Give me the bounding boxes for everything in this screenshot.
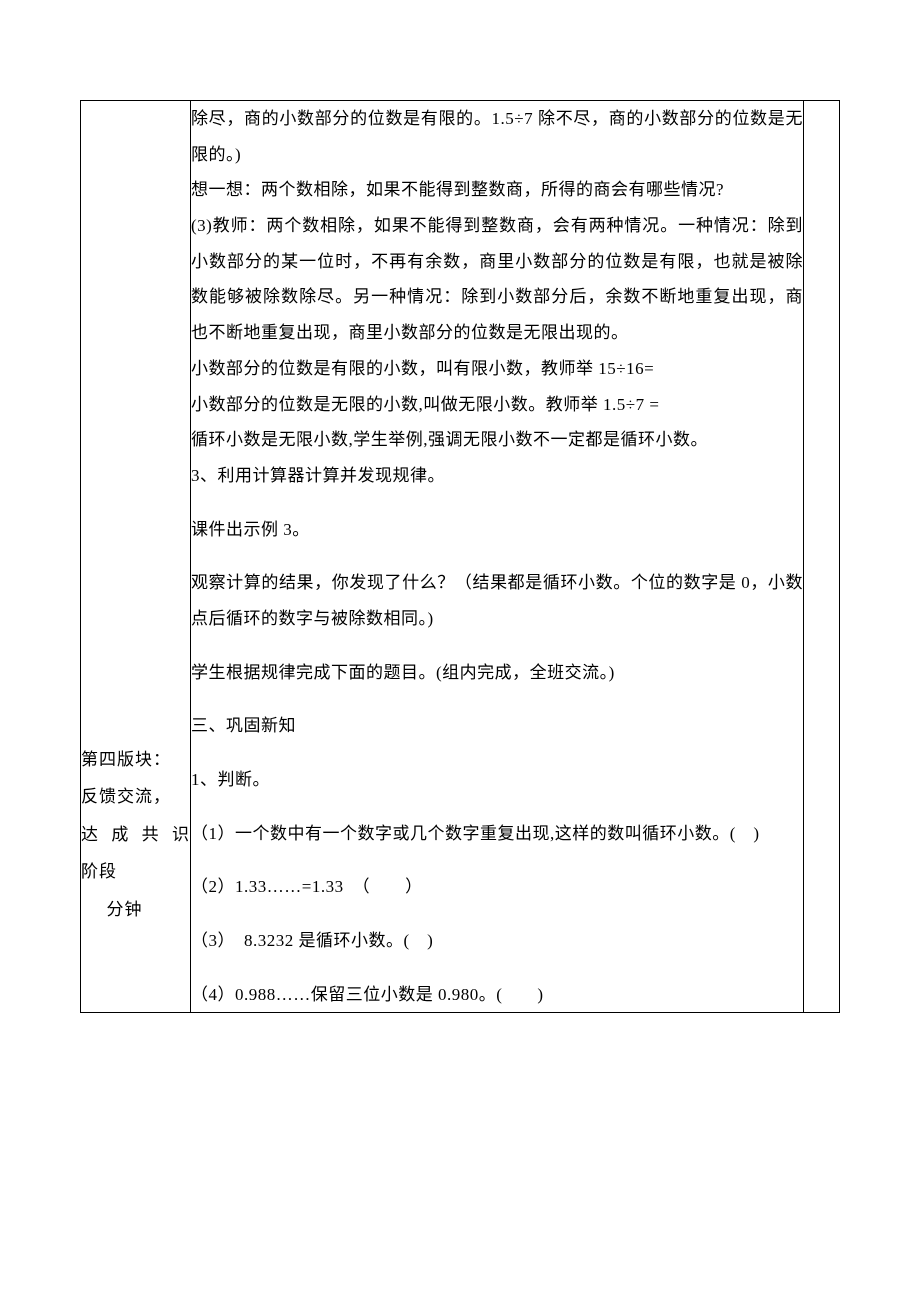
- lesson-table: 第四版块： 反馈交流， 达 成 共 识 阶段 分钟 除尽，商的小数部分的位数是有…: [80, 100, 840, 1013]
- spacer: [191, 494, 803, 512]
- paragraph: 小数部分的位数是无限的小数,叫做无限小数。教师举 1.5÷7 =: [191, 387, 803, 423]
- section-label-line1: 第四版块：: [81, 741, 190, 778]
- paragraph: 学生根据规律完成下面的题目。(组内完成，全班交流。): [191, 655, 803, 691]
- question-item: （1）一个数中有一个数字或几个数字重复出现,这样的数叫循环小数。( ): [191, 816, 803, 852]
- section-heading: 三、巩固新知: [191, 708, 803, 744]
- question-item: （4）0.988……保留三位小数是 0.980。( ): [191, 977, 803, 1013]
- right-cell: [804, 101, 840, 1013]
- left-column-block: 第四版块： 反馈交流， 达 成 共 识 阶段 分钟: [81, 101, 190, 928]
- paragraph: 想一想：两个数相除，如果不能得到整数商，所得的商会有哪些情况?: [191, 172, 803, 208]
- section-label-line2: 反馈交流，: [81, 778, 190, 815]
- question-item: （3） 8.3232 是循环小数。( ): [191, 923, 803, 959]
- paragraph: 课件出示例 3。: [191, 512, 803, 548]
- paragraph: 1、判断。: [191, 762, 803, 798]
- paragraph: 观察计算的结果，你发现了什么？（结果都是循环小数。个位的数字是 0，小数点后循环…: [191, 565, 803, 636]
- section-label-line3: 达 成 共 识: [81, 816, 190, 853]
- left-spacer: [81, 101, 190, 741]
- paragraph: (3)教师：两个数相除，如果不能得到整数商，会有两种情况。一种情况：除到小数部分…: [191, 208, 803, 351]
- content-cell: 除尽，商的小数部分的位数是有限的。1.5÷7 除不尽，商的小数部分的位数是无限的…: [191, 101, 804, 1013]
- time-label: 分钟: [81, 891, 190, 928]
- spacer: [191, 690, 803, 708]
- paragraph: 小数部分的位数是有限的小数，叫有限小数，教师举 15÷16=: [191, 351, 803, 387]
- spacer: [191, 851, 803, 869]
- paragraph: 循环小数是无限小数,学生举例,强调无限小数不一定都是循环小数。: [191, 422, 803, 458]
- spacer: [191, 798, 803, 816]
- spacer: [191, 905, 803, 923]
- spacer: [191, 547, 803, 565]
- spacer: [191, 959, 803, 977]
- spacer: [191, 744, 803, 762]
- page: 第四版块： 反馈交流， 达 成 共 识 阶段 分钟 除尽，商的小数部分的位数是有…: [0, 0, 920, 1302]
- table-row: 第四版块： 反馈交流， 达 成 共 识 阶段 分钟 除尽，商的小数部分的位数是有…: [81, 101, 840, 1013]
- paragraph: 除尽，商的小数部分的位数是有限的。1.5÷7 除不尽，商的小数部分的位数是无限的…: [191, 101, 803, 172]
- left-cell: 第四版块： 反馈交流， 达 成 共 识 阶段 分钟: [81, 101, 191, 1013]
- paragraph: 3、利用计算器计算并发现规律。: [191, 458, 803, 494]
- content-body: 除尽，商的小数部分的位数是有限的。1.5÷7 除不尽，商的小数部分的位数是无限的…: [191, 101, 803, 1012]
- question-item: （2）1.33……=1.33 （ ）: [191, 869, 803, 905]
- section-label-line4: 阶段: [81, 853, 190, 890]
- spacer: [191, 637, 803, 655]
